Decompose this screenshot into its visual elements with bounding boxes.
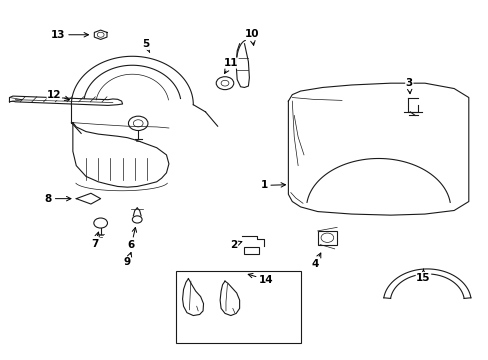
Text: 1: 1 (260, 180, 285, 190)
Text: 13: 13 (51, 30, 88, 40)
Text: 11: 11 (223, 58, 238, 73)
Text: 3: 3 (405, 78, 412, 94)
Text: 10: 10 (244, 30, 259, 45)
Text: 2: 2 (230, 239, 242, 249)
Text: 12: 12 (47, 90, 69, 100)
Text: 9: 9 (123, 252, 131, 267)
Bar (317, 231, 336, 244)
Text: 6: 6 (127, 228, 136, 250)
Text: 8: 8 (45, 194, 71, 204)
Bar (244, 247, 259, 253)
Text: 5: 5 (142, 40, 149, 53)
Text: 4: 4 (311, 253, 320, 269)
Bar (176, 271, 300, 343)
Text: 7: 7 (91, 232, 99, 249)
Text: 14: 14 (248, 274, 273, 285)
Text: 15: 15 (415, 269, 430, 283)
